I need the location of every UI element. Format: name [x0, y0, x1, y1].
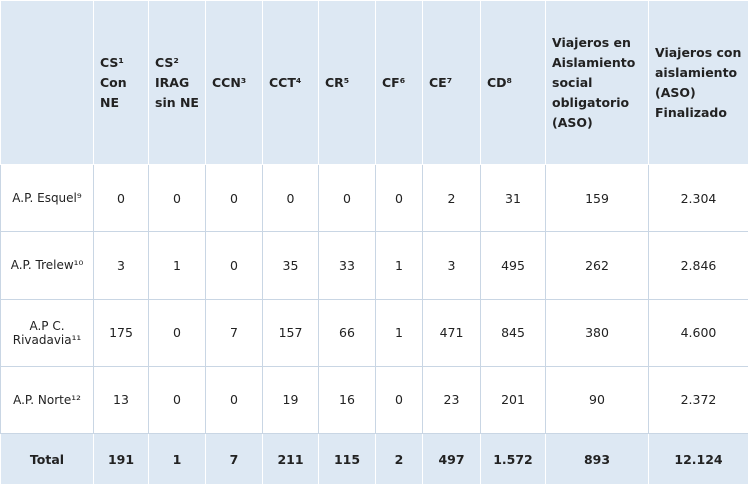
cell: 845	[480, 298, 546, 367]
header-cell	[0, 0, 94, 165]
table-row: A.P. Esquel⁹ 0 0 0 0 0 0 2 31 159 2.304	[0, 163, 748, 233]
cell: 159	[545, 163, 649, 233]
cell: 495	[480, 231, 546, 300]
table-row: A.P. Norte¹² 13 0 0 19 16 0 23 201 90 2.372	[0, 365, 748, 435]
cell: 3	[93, 231, 149, 300]
cell: 0	[205, 163, 263, 233]
cell: 0	[148, 298, 206, 367]
cell: 0	[205, 365, 263, 435]
total-cell: 7	[205, 433, 263, 485]
cell: 66	[318, 298, 376, 367]
cell: 157	[262, 298, 319, 367]
header-cell: CCN³	[205, 0, 263, 165]
cell: 16	[318, 365, 376, 435]
header-cell: Viajeros con aislamiento (ASO) Finalizad…	[648, 0, 748, 165]
header-cell: CS¹ Con NE	[93, 0, 149, 165]
cell: 1	[148, 231, 206, 300]
row-label: A.P. Norte¹²	[0, 365, 94, 435]
cell: 4.600	[648, 298, 748, 367]
total-cell: 191	[93, 433, 149, 485]
header-cell: CD⁸	[480, 0, 546, 165]
total-cell: 497	[422, 433, 481, 485]
cell: 0	[375, 163, 423, 233]
header-cell: CF⁶	[375, 0, 423, 165]
cell: 19	[262, 365, 319, 435]
header-cell: CR⁵	[318, 0, 376, 165]
total-cell: 12.124	[648, 433, 748, 485]
total-cell: 893	[545, 433, 649, 485]
cell: 90	[545, 365, 649, 435]
cell: 175	[93, 298, 149, 367]
cell: 2.372	[648, 365, 748, 435]
cell: 262	[545, 231, 649, 300]
cell: 33	[318, 231, 376, 300]
total-cell: 1.572	[480, 433, 546, 485]
header-cell: CCT⁴	[262, 0, 319, 165]
cell: 0	[148, 365, 206, 435]
cell: 31	[480, 163, 546, 233]
cell: 0	[93, 163, 149, 233]
cell: 2	[422, 163, 481, 233]
cell: 1	[375, 231, 423, 300]
cell: 0	[375, 365, 423, 435]
cell: 0	[318, 163, 376, 233]
cell: 380	[545, 298, 649, 367]
cell: 2.846	[648, 231, 748, 300]
total-cell: 115	[318, 433, 376, 485]
cell: 23	[422, 365, 481, 435]
row-label: A.P. Esquel⁹	[0, 163, 94, 233]
cell: 471	[422, 298, 481, 367]
total-row: Total 191 1 7 211 115 2 497 1.572 893 12.124	[0, 433, 748, 485]
row-label: A.P C. Rivadavia¹¹	[0, 298, 94, 367]
cell: 201	[480, 365, 546, 435]
cell: 1	[375, 298, 423, 367]
cell: 0	[148, 163, 206, 233]
cell: 2.304	[648, 163, 748, 233]
row-label: A.P. Trelew¹⁰	[0, 231, 94, 300]
table-body: A.P. Esquel⁹ 0 0 0 0 0 0 2 31 159 2.304 A.P. Trelew…	[0, 163, 748, 435]
header-cell: Viajeros en Aislamiento social obligator…	[545, 0, 649, 165]
total-cell: 2	[375, 433, 423, 485]
total-label: Total	[0, 433, 94, 485]
cell: 35	[262, 231, 319, 300]
total-cell: 211	[262, 433, 319, 485]
header-cell: CS² IRAG sin NE	[148, 0, 206, 165]
header-row: CS¹ Con NE CS² IRAG sin NE CCN³ CCT⁴ CR⁵ CF⁶ C…	[0, 0, 748, 165]
total-cell: 1	[148, 433, 206, 485]
cell: 13	[93, 365, 149, 435]
cell: 3	[422, 231, 481, 300]
header-cell: CE⁷	[422, 0, 481, 165]
cell: 0	[262, 163, 319, 233]
table-row: A.P C. Rivadavia¹¹ 175 0 7 157 66 1 471 845 380 4.…	[0, 298, 748, 367]
cell: 0	[205, 231, 263, 300]
cell: 7	[205, 298, 263, 367]
table-row: A.P. Trelew¹⁰ 3 1 0 35 33 1 3 495 262 2.846	[0, 231, 748, 300]
